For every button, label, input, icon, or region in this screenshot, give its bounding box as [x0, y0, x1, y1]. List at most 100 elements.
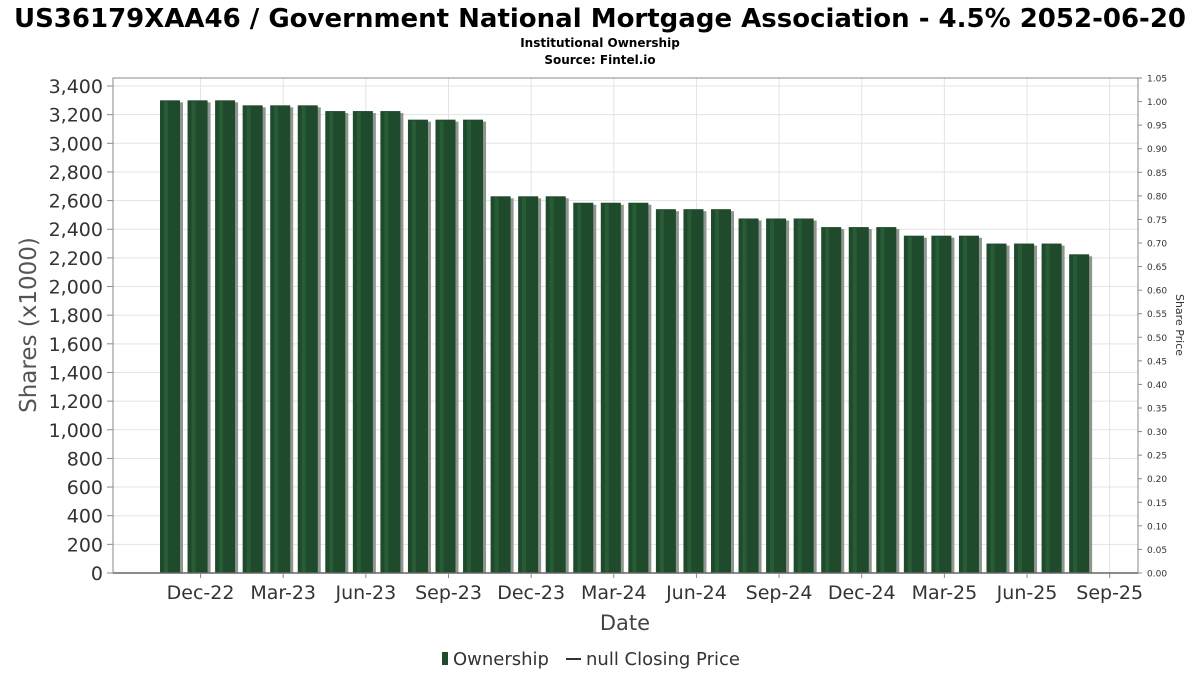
x-tick-label: Sep-23 — [415, 582, 482, 604]
bar-highlight — [797, 219, 802, 573]
bar-highlight — [962, 236, 967, 573]
ownership-bar — [325, 111, 346, 574]
y2-tick-label: 0.30 — [1147, 428, 1167, 438]
y-tick-label: 1,400 — [49, 362, 103, 384]
bar-highlight — [990, 244, 995, 573]
y-tick-label: 2,000 — [49, 277, 103, 299]
ownership-bar — [160, 100, 180, 573]
ownership-bar — [573, 202, 594, 574]
x-tick-label: Jun-25 — [996, 582, 1058, 604]
ownership-bar — [711, 209, 731, 573]
ownership-bar — [1041, 243, 1062, 573]
y-tick-label: 3,000 — [49, 133, 103, 155]
y-tick-label: 1,600 — [49, 334, 103, 356]
ownership-bar — [600, 202, 621, 574]
bar-highlight — [604, 203, 609, 574]
x-tick-label: Mar-24 — [581, 582, 647, 604]
y2-tick-label: 0.35 — [1147, 405, 1167, 415]
y-tick-label: 2,200 — [49, 248, 103, 270]
ownership-bar — [766, 218, 787, 573]
bar-highlight — [356, 112, 361, 574]
y-tick-label: 3,200 — [49, 105, 103, 127]
ownership-bar — [352, 111, 373, 574]
chart-source: Source: Fintel.io — [544, 53, 655, 67]
y-tick-label: 600 — [67, 477, 103, 499]
ownership-bar — [958, 235, 979, 573]
bar-highlight — [522, 197, 527, 573]
y2-axis-title: Share Price — [1173, 294, 1186, 356]
ownership-bar — [297, 105, 318, 573]
y2-tick-label: 0.25 — [1147, 452, 1167, 462]
y2-tick-label: 1.00 — [1147, 98, 1167, 108]
ownership-bar — [655, 209, 676, 573]
bar-highlight — [439, 120, 444, 574]
ownership-bar — [490, 196, 511, 573]
y-axis: 0 200 400 600 800 1,000 1,200 1,400 1,600 1,800 2,… — [49, 76, 113, 585]
bar-highlight — [715, 210, 719, 573]
bar-highlight — [632, 203, 637, 574]
bar-highlight — [770, 219, 775, 573]
bar-highlight — [880, 228, 885, 573]
ownership-bar — [242, 105, 263, 573]
y2-tick-label: 0.45 — [1147, 357, 1167, 367]
y2-tick-label: 0.95 — [1147, 122, 1167, 132]
y2-tick-label: 1.05 — [1147, 75, 1167, 85]
y2-tick-label: 0.05 — [1147, 546, 1167, 556]
y2-tick-label: 0.80 — [1147, 192, 1167, 202]
ownership-bar — [848, 227, 869, 573]
plot-border — [112, 77, 1139, 574]
y2-tick-label: 0.00 — [1147, 570, 1167, 580]
y2-tick-label: 0.75 — [1147, 216, 1167, 226]
y-tick-label: 1,200 — [49, 391, 103, 413]
y-tick-label: 3,400 — [49, 76, 103, 98]
y-tick-label: 400 — [67, 506, 103, 528]
ownership-bar — [545, 196, 566, 573]
x-tick-label: Dec-22 — [167, 582, 235, 604]
ownership-bar — [380, 111, 401, 574]
x-tick-label: Jun-23 — [334, 582, 396, 604]
legend-ownership-label: Ownership — [453, 649, 549, 670]
y2-tick-label: 0.40 — [1147, 381, 1167, 391]
bar-highlight — [907, 236, 912, 573]
bar-highlight — [411, 120, 416, 574]
legend-price-label: null Closing Price — [586, 649, 740, 670]
bar-highlight — [577, 203, 582, 574]
y2-axis: 0.00 0.05 0.10 0.15 0.20 0.25 0.30 0.35 0.40 0.45… — [1138, 75, 1167, 580]
y2-tick-label: 0.55 — [1147, 310, 1167, 320]
x-axis: Dec-22 Mar-23 Jun-23 Sep-23 Dec-23 Mar-24 Jun-… — [167, 573, 1143, 604]
bar-highlight — [246, 106, 251, 573]
bar-highlight — [935, 236, 940, 573]
legend: Ownership null Closing Price — [442, 649, 740, 670]
y-tick-label: 200 — [67, 534, 103, 556]
bar-highlight — [1018, 244, 1023, 573]
bar-highlight — [329, 112, 334, 574]
ownership-bar — [407, 119, 428, 574]
ownership-bar — [903, 235, 924, 573]
ownership-bar — [986, 243, 1007, 573]
y-axis-title: Shares (x1000) — [16, 237, 42, 413]
ownership-bar — [931, 235, 952, 573]
bar-highlight — [742, 219, 747, 573]
x-tick-label: Jun-24 — [665, 582, 727, 604]
bar-highlight — [687, 210, 692, 573]
bar-highlight — [219, 101, 224, 573]
bar-highlight — [659, 210, 664, 573]
y2-tick-label: 0.20 — [1147, 475, 1167, 485]
bar-highlight — [549, 197, 554, 573]
ownership-bar — [518, 196, 539, 573]
y2-tick-label: 0.15 — [1147, 499, 1167, 509]
ownership-bar — [1014, 243, 1035, 573]
bar-highlight — [825, 228, 830, 573]
legend-ownership-swatch — [442, 652, 448, 665]
ownership-bar — [215, 100, 236, 573]
x-tick-label: Sep-25 — [1076, 582, 1143, 604]
grid-lines — [113, 78, 1138, 574]
y2-tick-label: 0.85 — [1147, 169, 1167, 179]
ownership-bar — [738, 218, 759, 573]
y-tick-label: 1,800 — [49, 305, 103, 327]
y2-tick-label: 0.60 — [1147, 287, 1167, 297]
plot-frame — [112, 77, 1139, 574]
y2-tick-label: 0.90 — [1147, 145, 1167, 155]
